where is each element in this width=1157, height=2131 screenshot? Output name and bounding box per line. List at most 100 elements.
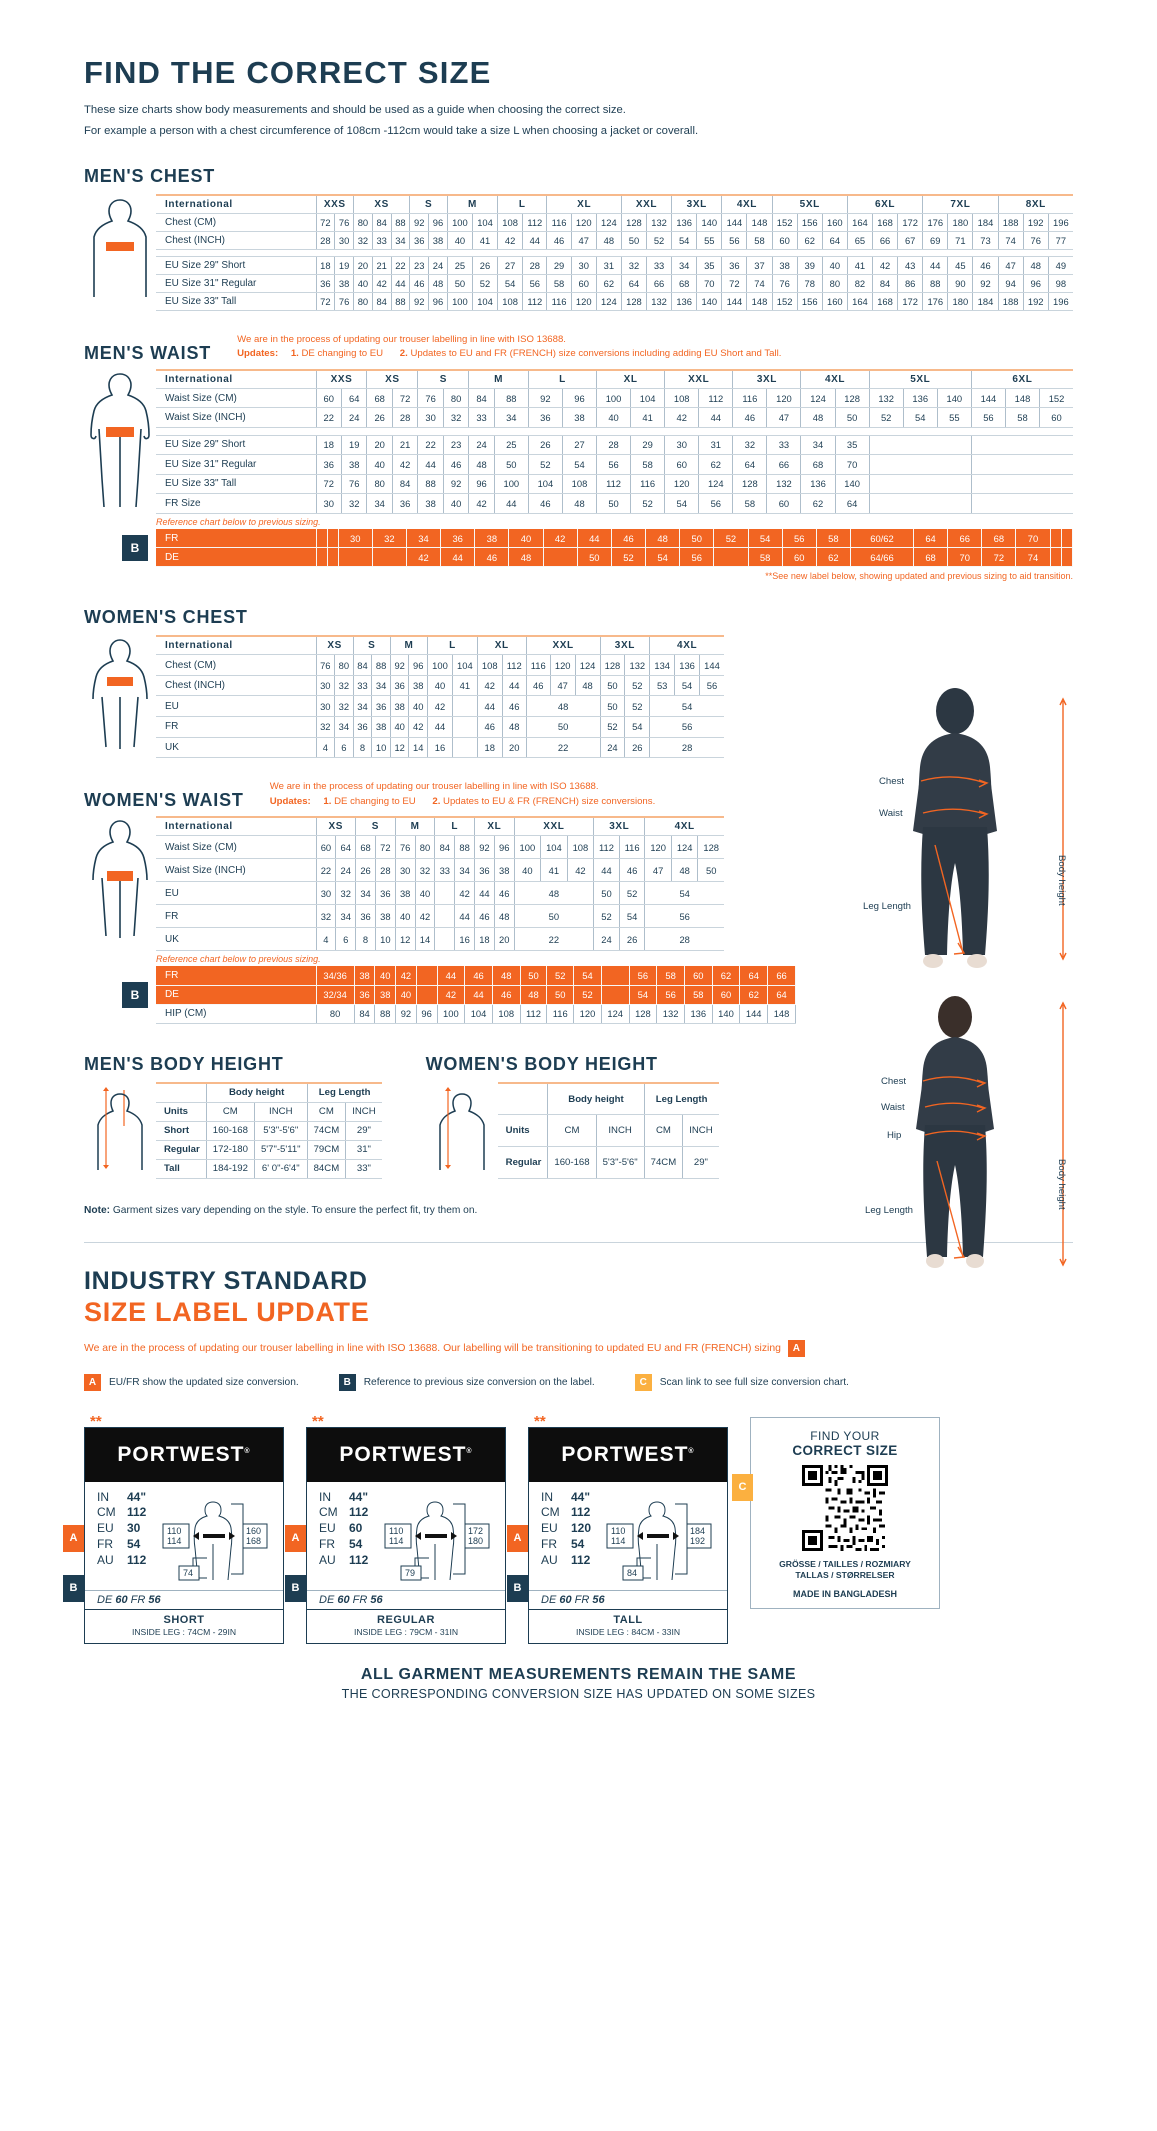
table-spacer-row bbox=[156, 427, 1073, 436]
reference-cell: 54 bbox=[629, 985, 658, 1005]
iso-statement: We are in the process of updating our tr… bbox=[84, 1339, 1073, 1357]
reference-cell: 54 bbox=[748, 528, 783, 549]
spec-key: AU bbox=[541, 1552, 558, 1567]
reference-cell: 34 bbox=[406, 528, 442, 549]
cell: 128 bbox=[697, 835, 724, 860]
cell: 88 bbox=[391, 292, 411, 311]
bh-col-inch: INCH bbox=[682, 1114, 719, 1147]
size-header-xxl: XXL bbox=[514, 816, 595, 837]
cell: 32 bbox=[335, 881, 357, 906]
cell: 76 bbox=[334, 292, 355, 311]
bh-group-header: Body height Leg Length bbox=[156, 1081, 382, 1103]
cell: 48 bbox=[428, 274, 448, 293]
reference-row-label: FR bbox=[156, 966, 317, 986]
spec-row-cm: CM 112 bbox=[319, 1505, 368, 1521]
mens-bh-body: Body height Leg Length Units CM INCH CM INCH Sh… bbox=[156, 1081, 382, 1179]
cell: 58 bbox=[546, 274, 572, 293]
reference-cell: 64/66 bbox=[850, 547, 914, 568]
reference-cell: 48 bbox=[492, 966, 521, 986]
size-guide-page: FIND THE CORRECT SIZE These size charts … bbox=[0, 55, 1157, 2131]
cell: 48 bbox=[502, 716, 527, 738]
reference-cell: 50 bbox=[546, 985, 575, 1005]
cell: 136 bbox=[671, 292, 698, 311]
stars-marker: ** bbox=[312, 1412, 324, 1430]
bh-cell: 29" bbox=[682, 1146, 719, 1179]
cell: 46 bbox=[474, 904, 495, 929]
cell: 64 bbox=[335, 835, 357, 860]
size-header-xxl: XXL bbox=[664, 368, 734, 389]
reference-cell: 62 bbox=[816, 547, 851, 568]
cell: 19 bbox=[334, 256, 355, 275]
reference-cell: 60 bbox=[782, 547, 817, 568]
cell: 80 bbox=[366, 474, 393, 495]
fr-value: 56 bbox=[592, 1593, 605, 1606]
bh-group-body-height: Body height bbox=[547, 1081, 645, 1116]
cell: 86 bbox=[897, 274, 924, 293]
chip-a-icon: A bbox=[84, 1373, 101, 1391]
cell: 30 bbox=[571, 256, 597, 275]
cell: 34 bbox=[334, 716, 354, 738]
reference-cell: 48 bbox=[508, 547, 544, 568]
cell: 34 bbox=[355, 881, 376, 906]
cell bbox=[452, 695, 478, 718]
cell: 36 bbox=[390, 675, 410, 697]
cell: 88 bbox=[494, 388, 529, 409]
bottom-note: Note: Garment sizes vary depending on th… bbox=[84, 1205, 1073, 1216]
spec-key: EU bbox=[541, 1521, 558, 1536]
reference-cell: 84 bbox=[354, 1004, 376, 1024]
cell: 44 bbox=[494, 493, 529, 514]
reference-row-label: DE bbox=[156, 985, 317, 1005]
cell: 144 bbox=[721, 213, 748, 232]
cell: 42 bbox=[477, 675, 503, 697]
row-label-header: International bbox=[156, 368, 317, 389]
intro-line-2: For example a person with a chest circum… bbox=[84, 124, 699, 137]
cell: 69 bbox=[922, 231, 949, 250]
table-row: Waist Size (CM) 60 64 68 72 76 80 84 88 92 96 100 10… bbox=[156, 835, 724, 860]
model-label-waist: Waist bbox=[879, 808, 903, 819]
reference-cell: 64 bbox=[913, 528, 949, 549]
cell: 44 bbox=[474, 881, 495, 906]
cell: 20 bbox=[366, 435, 393, 456]
cell: 8 bbox=[355, 927, 376, 952]
cell: 66 bbox=[646, 274, 673, 293]
label-figure: 110 114 172 180 79 bbox=[368, 1490, 505, 1586]
bh-cell: 29" bbox=[345, 1121, 382, 1141]
female-torso-figure bbox=[84, 635, 156, 758]
cell-merged: 28 bbox=[644, 927, 724, 952]
cell: 60 bbox=[316, 388, 342, 409]
reference-cell: 66 bbox=[947, 528, 983, 549]
table-row: FR 32 34 36 38 40 42 44 46 48 50 52 54 56 bbox=[156, 904, 724, 929]
cell: 22 bbox=[316, 407, 342, 428]
cell: 88 bbox=[417, 474, 444, 495]
row-label: FR bbox=[156, 904, 317, 929]
cell: 48 bbox=[494, 904, 515, 929]
cell: 32 bbox=[341, 493, 368, 514]
cell: 124 bbox=[596, 292, 622, 311]
qr-code-icon[interactable] bbox=[802, 1464, 888, 1551]
model-label-hip-f: Hip bbox=[887, 1130, 901, 1141]
updates-line1: We are in the process of updating our tr… bbox=[237, 334, 566, 345]
section-title-mens-body-height: MEN'S BODY HEIGHT bbox=[84, 1053, 284, 1074]
cell: 72 bbox=[316, 292, 336, 311]
size-header-3xl: 3XL bbox=[732, 368, 802, 389]
cell: 74 bbox=[998, 231, 1024, 250]
cell: 76 bbox=[341, 474, 368, 495]
cell: 84 bbox=[372, 213, 392, 232]
cell-merged: 48 bbox=[526, 695, 601, 718]
cell bbox=[434, 904, 456, 929]
table-row: Chest (CM) 72 76 80 84 88 92 96 100 104 108 112 116 1… bbox=[156, 213, 1073, 232]
chip-b-side: B bbox=[285, 1574, 306, 1602]
reference-cell: 50 bbox=[679, 528, 715, 549]
label-box: PORTWEST® IN 44" CM 112 EU 120 FR 54 AU 112 110 114 1… bbox=[528, 1426, 728, 1644]
cell: 42 bbox=[567, 858, 595, 883]
cell: 100 bbox=[447, 292, 473, 311]
spec-row-in: IN 44" bbox=[97, 1490, 146, 1506]
cell: 36 bbox=[316, 274, 336, 293]
cell: 44 bbox=[593, 858, 620, 883]
fr-value: 56 bbox=[148, 1593, 161, 1606]
table-row: EU Size 31" Regular 36 38 40 42 44 46 48 50 52 54 5… bbox=[156, 454, 1073, 475]
cell bbox=[452, 737, 478, 759]
reference-cell bbox=[416, 985, 438, 1005]
spec-list: IN 44" CM 112 EU 30 FR 54 AU 112 bbox=[85, 1490, 146, 1586]
spec-value: 120 bbox=[571, 1521, 592, 1536]
